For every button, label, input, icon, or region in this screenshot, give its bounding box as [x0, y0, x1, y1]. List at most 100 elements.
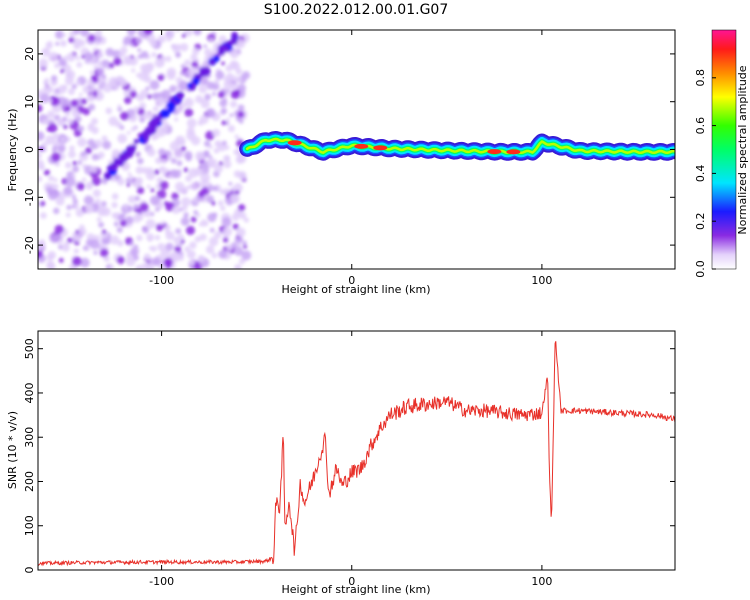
- heatmap-cell: [191, 61, 199, 69]
- heatmap-cell: [183, 212, 189, 218]
- heatmap-cell: [209, 59, 215, 66]
- heatmap-cell: [237, 171, 247, 180]
- heatmap-cell: [136, 214, 144, 221]
- heatmap-cell: [48, 175, 54, 182]
- heatmap-cell: [49, 234, 58, 243]
- heatmap-cell: [142, 134, 149, 141]
- heatmap-cell: [204, 48, 212, 57]
- heatmap-cell: [77, 137, 87, 148]
- heatmap-cell: [156, 189, 167, 200]
- heatmap-cell: [93, 64, 98, 70]
- heatmap-cell: [215, 70, 225, 80]
- heatmap-cell: [112, 49, 121, 59]
- heatmap-cell: [176, 91, 185, 100]
- snr-ytick-label: 0: [23, 567, 36, 574]
- heatmap-cell: [97, 61, 104, 68]
- heatmap-cell: [209, 158, 218, 167]
- heatmap-cell: [233, 183, 243, 193]
- heatmap-cell: [165, 55, 172, 62]
- heatmap-cell: [197, 255, 205, 263]
- heatmap-cell: [217, 141, 223, 148]
- heatmap-cell: [146, 233, 155, 242]
- heatmap-cell: [211, 82, 220, 91]
- snr-ytick-label: 200: [23, 471, 36, 492]
- heatmap-cell: [75, 55, 81, 61]
- spectrogram-ytick-label: 0: [23, 146, 36, 153]
- heatmap-cell: [38, 152, 42, 160]
- heatmap-cell: [152, 105, 159, 112]
- heatmap-cell: [181, 239, 185, 244]
- heatmap-cell: [60, 136, 66, 142]
- heatmap-cell: [111, 149, 120, 158]
- heatmap-cell: [86, 93, 95, 103]
- heatmap-cell: [126, 205, 134, 213]
- heatmap-cell: [66, 237, 73, 244]
- heatmap-cell: [66, 52, 76, 62]
- heatmap-cell: [105, 264, 111, 269]
- heatmap-cell: [230, 89, 240, 100]
- heatmap-cell: [212, 91, 217, 96]
- heatmap-cell: [130, 126, 136, 132]
- heatmap-cell: [172, 169, 182, 179]
- heatmap-cell: [225, 121, 230, 126]
- heatmap-cell: [66, 204, 72, 211]
- heatmap-cell: [80, 30, 90, 37]
- heatmap-cell: [133, 177, 141, 185]
- heatmap-cell: [145, 86, 150, 91]
- heatmap-cell: [58, 244, 64, 250]
- heatmap-cell: [193, 210, 199, 215]
- heatmap-cell: [181, 197, 191, 207]
- heatmap-cell: [79, 257, 90, 268]
- heatmap-cell: [138, 71, 149, 81]
- heatmap-cell: [221, 120, 227, 126]
- heatmap-cell: [235, 227, 246, 238]
- heatmap-cell: [58, 257, 64, 263]
- heatmap-cell: [154, 169, 160, 175]
- heatmap-cell: [183, 97, 194, 108]
- heatmap-cell: [68, 37, 75, 44]
- snr-xtick-label: 0: [348, 575, 355, 588]
- heatmap-cell: [135, 37, 142, 44]
- heatmap-cell: [116, 256, 125, 265]
- heatmap-cell: [166, 154, 173, 161]
- heatmap-cell: [180, 64, 186, 69]
- heatmap-cell: [214, 78, 220, 84]
- heatmap-cell: [101, 229, 107, 234]
- heatmap-cell: [195, 151, 205, 161]
- heatmap-cell: [220, 205, 226, 211]
- heatmap-cell: [134, 195, 141, 202]
- heatmap-cell: [164, 224, 171, 231]
- heatmap-cell: [116, 75, 124, 83]
- heatmap-cell: [65, 161, 72, 169]
- heatmap-cell: [205, 245, 215, 254]
- heatmap-cell: [83, 195, 94, 205]
- colorbar-label: Normalized spectral amplitude: [736, 65, 749, 234]
- heatmap-cell: [78, 92, 83, 97]
- heatmap-cell: [85, 147, 92, 155]
- heatmap-cell: [82, 245, 89, 251]
- heatmap-hot-spot: [373, 145, 388, 151]
- heatmap-cell: [230, 50, 239, 59]
- heatmap-cell: [230, 37, 238, 45]
- heatmap-cell: [117, 133, 128, 144]
- heatmap-cell: [81, 98, 88, 105]
- heatmap-cell: [61, 244, 70, 252]
- heatmap-cell: [141, 166, 149, 174]
- heatmap-cell: [103, 255, 110, 262]
- heatmap-cell: [72, 160, 77, 166]
- heatmap-cell: [125, 151, 132, 157]
- heatmap-cell: [50, 96, 60, 107]
- heatmap-cell: [96, 216, 102, 222]
- heatmap-cell: [47, 190, 58, 201]
- heatmap-cell: [171, 206, 180, 215]
- spectrogram-ytick-label: -20: [23, 236, 36, 254]
- heatmap-cell: [88, 122, 93, 128]
- heatmap-cell: [147, 94, 152, 100]
- heatmap-cell: [241, 250, 252, 261]
- heatmap-cell: [161, 158, 167, 164]
- heatmap-cell: [228, 181, 233, 186]
- spectrogram-x-axis-label: Height of straight line (km): [281, 283, 430, 296]
- heatmap-cell: [235, 76, 242, 83]
- heatmap-cell: [218, 35, 227, 44]
- heatmap-cell: [78, 227, 87, 236]
